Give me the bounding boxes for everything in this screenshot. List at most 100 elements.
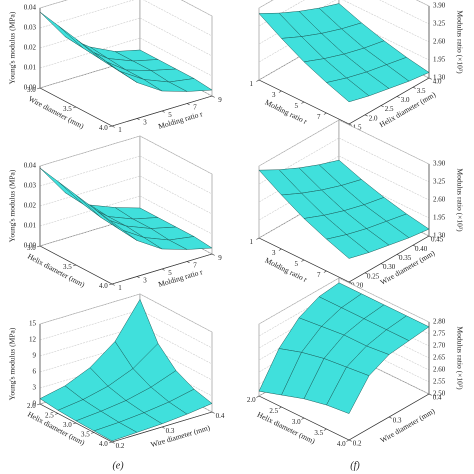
- z-tick-label: 0.01: [24, 64, 37, 72]
- panel: 2.50 2.55 2.60 2.65 2.70 2.75 2.80 Modulus rati…: [247, 277, 464, 471]
- tick-label: 4.0: [337, 440, 346, 448]
- tick-mark: [364, 114, 368, 117]
- z-tick-label: 0.00: [24, 84, 37, 92]
- tick-label: 0.2: [116, 442, 125, 450]
- z-tick-label: 15: [29, 320, 37, 328]
- tick-label: 1: [118, 126, 122, 134]
- tick-mark: [109, 441, 113, 444]
- z-tick-label: 0.00: [24, 242, 37, 250]
- tick-label: 0.25: [367, 272, 380, 280]
- tick-label: 0.20: [351, 282, 364, 290]
- tick-label: 3.5: [63, 105, 72, 113]
- tick-label: 3: [272, 91, 276, 99]
- tick-mark: [186, 103, 190, 106]
- z-tick-label: 9: [33, 352, 37, 360]
- z-tick-label: 2.80: [433, 318, 446, 326]
- grid-line: [338, 137, 430, 183]
- grid-line: [39, 293, 141, 325]
- tick-mark: [73, 422, 77, 425]
- tick-mark: [37, 87, 41, 90]
- tick-label: 2.0: [247, 396, 256, 404]
- tick-label: 3.5: [81, 431, 90, 439]
- tick-label: 3.0: [292, 418, 301, 426]
- tick-mark: [55, 413, 59, 415]
- tick-mark: [109, 125, 113, 128]
- tick-mark: [256, 237, 260, 240]
- tick-label: 0.4: [216, 412, 225, 420]
- z-tick-label: 0.03: [24, 182, 37, 190]
- z-tick-label: 1.30: [433, 74, 446, 82]
- panel: 1.30 1.95 2.60 3.25 3.90 Modulus ratio (×10³)…: [249, 119, 464, 313]
- z-tick-label: 2.60: [433, 38, 446, 46]
- panel: 0.00 0.01 0.02 0.03 0.04 Young's modulus (MPa…: [8, 135, 222, 313]
- tick-mark: [348, 439, 352, 442]
- tick-label: 2.5: [385, 105, 394, 113]
- z-tick-label: 0.02: [24, 44, 37, 52]
- tick-label: 4.0: [99, 440, 108, 448]
- tick-mark: [278, 248, 282, 251]
- tick-label: 4.0: [433, 78, 442, 86]
- grid-line: [181, 0, 213, 17]
- tick-label: 0.30: [383, 263, 396, 271]
- z-tick-label: 3.25: [433, 20, 446, 28]
- tick-mark: [278, 406, 282, 409]
- z-tick-label: 1.95: [433, 214, 446, 222]
- tick-mark: [346, 439, 350, 442]
- z-axis-label: Young's modulus (MPa): [8, 11, 17, 84]
- panel: 1.30 1.95 2.60 3.25 3.90 Modulus ratio (×10³)…: [249, 0, 464, 155]
- tick-label: 0.3: [393, 417, 402, 425]
- z-tick-label: 6: [33, 368, 37, 376]
- tick-label: 3.0: [401, 96, 410, 104]
- tick-mark: [396, 254, 400, 256]
- grid-line: [39, 195, 141, 227]
- z-tick-label: 0.04: [24, 4, 37, 12]
- z-tick-label: 2.65: [433, 354, 446, 362]
- tick-label: 7: [193, 261, 197, 269]
- grid-line: [139, 293, 213, 333]
- grid-line: [338, 119, 430, 165]
- surface-patch: [325, 77, 370, 103]
- grid-line: [342, 0, 430, 43]
- panel: 0 3 6 9 12 15 Young's modulus (MPa) 2.0 2.5 3.0 3.…: [8, 293, 225, 471]
- tick-mark: [161, 110, 165, 113]
- z-tick-label: 2.50: [433, 390, 446, 398]
- grid-line: [139, 175, 213, 215]
- tick-mark: [109, 283, 113, 286]
- z-axis-label: Young's modulus (MPa): [8, 327, 17, 400]
- axis-line: [348, 77, 430, 125]
- tick-label: 3.0: [63, 421, 72, 429]
- z-tick-label: 0.03: [24, 24, 37, 32]
- z-axis-label: Modulus ratio (×10³): [455, 326, 464, 390]
- grid-line: [139, 309, 213, 349]
- grid-line: [39, 155, 141, 187]
- grid-line: [39, 309, 141, 341]
- tick-label: 3: [143, 276, 147, 284]
- tick-mark: [211, 95, 215, 98]
- tick-label: 7: [317, 271, 321, 279]
- tick-label: 0.45: [431, 236, 444, 244]
- tick-mark: [380, 105, 384, 108]
- tick-label: 3.0: [27, 86, 36, 94]
- axis-line: [348, 235, 430, 283]
- tick-mark: [323, 112, 327, 115]
- tick-label: 1: [249, 238, 253, 246]
- grid-line: [338, 277, 430, 323]
- tick-mark: [73, 106, 77, 109]
- tick-mark: [37, 245, 41, 248]
- tick-mark: [91, 432, 95, 434]
- grid-line: [143, 0, 213, 37]
- tick-mark: [211, 253, 215, 256]
- tick-label: 9: [218, 96, 222, 104]
- grid-line: [39, 175, 141, 207]
- tick-label: 4.0: [99, 124, 108, 132]
- z-tick-label: 3: [33, 384, 37, 392]
- z-tick-label: 0.02: [24, 202, 37, 210]
- tick-mark: [396, 96, 400, 98]
- panel: 0.00 0.01 0.02 0.03 0.04 Young's modulus (MPa…: [8, 0, 222, 155]
- tick-mark: [364, 272, 368, 275]
- tick-label: 7: [193, 103, 197, 111]
- tick-mark: [161, 426, 165, 429]
- tick-label: 3: [272, 249, 276, 257]
- grid-line: [39, 37, 141, 69]
- tick-label: 5: [294, 102, 298, 110]
